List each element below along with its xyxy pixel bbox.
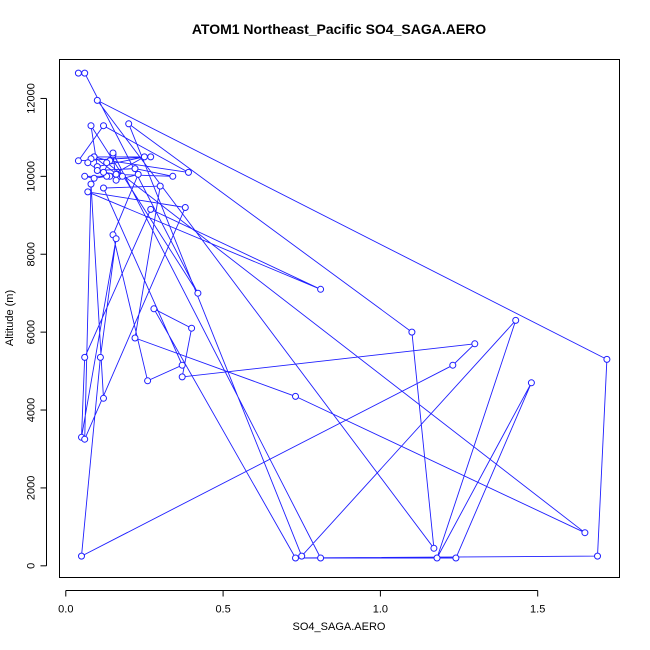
- x-axis-label: SO4_SAGA.AERO: [293, 621, 386, 633]
- data-point: [84, 159, 92, 167]
- data-point: [292, 554, 299, 562]
- data-point: [74, 69, 82, 77]
- data-point: [603, 355, 611, 363]
- data-point: [408, 328, 416, 336]
- data-point: [581, 529, 589, 537]
- data-point: [103, 159, 111, 167]
- data-point: [87, 180, 95, 188]
- data-point: [185, 168, 192, 176]
- x-tick-label: 1.0: [373, 604, 388, 616]
- data-point: [140, 153, 148, 161]
- y-tick-label: 12000: [26, 83, 38, 114]
- series-layer: [74, 69, 611, 562]
- data-point: [134, 170, 142, 178]
- data-point: [112, 235, 120, 243]
- data-point: [147, 205, 155, 213]
- data-point: [100, 394, 107, 402]
- x-tick-label: 1.5: [530, 604, 545, 616]
- y-axis-label: Altitude (m): [4, 290, 16, 346]
- data-point: [449, 361, 457, 369]
- data-point: [194, 289, 202, 297]
- y-tick-label: 6000: [26, 320, 38, 344]
- data-point: [78, 552, 85, 560]
- data-point: [178, 361, 186, 369]
- data-point: [87, 122, 95, 130]
- data-point: [156, 182, 164, 190]
- data-point: [298, 552, 306, 560]
- data-point: [317, 554, 325, 562]
- data-point: [527, 379, 535, 387]
- data-point: [169, 172, 177, 180]
- y-tick-label: 8000: [26, 242, 38, 266]
- chart-title: ATOM1 Northeast_Pacific SO4_SAGA.AERO: [192, 21, 486, 37]
- y-tick-label: 4000: [26, 398, 38, 422]
- data-point: [178, 373, 186, 381]
- data-point: [150, 305, 158, 313]
- data-point: [430, 544, 438, 552]
- data-point: [125, 120, 133, 128]
- data-point: [93, 96, 101, 104]
- y-axis: 0 2000 4000 6000 8000 10000 12000: [26, 83, 47, 569]
- y-tick-label: 0: [26, 563, 38, 569]
- data-point: [471, 340, 479, 348]
- y-tick-label: 2000: [26, 476, 38, 500]
- data-point: [112, 170, 120, 178]
- data-point: [131, 334, 139, 342]
- data-point: [90, 174, 98, 182]
- data-point: [131, 165, 139, 173]
- data-point: [74, 157, 82, 165]
- data-point: [109, 149, 117, 157]
- data-point: [512, 316, 520, 324]
- x-axis: 0.0 0.5 1.0 1.5: [58, 590, 545, 616]
- data-point: [292, 392, 299, 400]
- data-point: [594, 552, 601, 560]
- data-point: [317, 285, 325, 293]
- data-point: [81, 69, 89, 77]
- plot-area-frame: [59, 59, 620, 578]
- data-point: [96, 353, 104, 361]
- data-point: [93, 167, 101, 174]
- data-point: [188, 324, 196, 332]
- data-point: [452, 554, 460, 562]
- data-point: [81, 172, 89, 180]
- data-point: [147, 153, 155, 161]
- data-point: [100, 122, 107, 130]
- data-point: [84, 188, 92, 196]
- x-tick-label: 0.0: [58, 604, 73, 616]
- data-point: [81, 353, 89, 361]
- series-line: [77, 72, 608, 559]
- data-point: [112, 176, 120, 184]
- data-point: [100, 168, 107, 176]
- data-point: [81, 435, 89, 443]
- data-point: [181, 204, 189, 211]
- data-point: [118, 172, 126, 180]
- data-point: [144, 377, 152, 385]
- x-tick-label: 0.5: [215, 604, 230, 616]
- data-point: [100, 184, 107, 192]
- data-point: [433, 554, 441, 562]
- y-tick-label: 10000: [26, 161, 38, 192]
